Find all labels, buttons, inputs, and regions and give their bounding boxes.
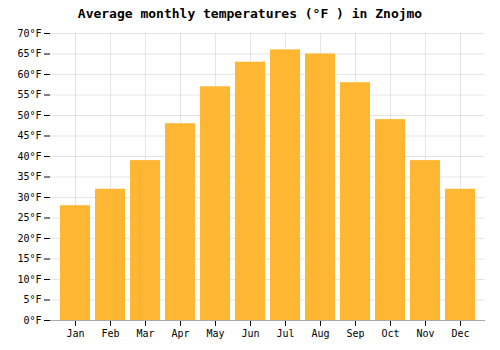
html-text:Average monthly temperatures (: Average monthly temperatures (°F ) in Zn… [77, 6, 423, 21]
svg-text:Feb: Feb [101, 328, 119, 339]
svg-text:Jul: Jul [276, 328, 294, 339]
svg-text:0°F: 0°F [23, 315, 41, 326]
svg-text:50°F: 50°F [17, 110, 41, 121]
svg-text:Jan: Jan [66, 328, 84, 339]
svg-text:15°F: 15°F [17, 253, 41, 264]
svg-text:70°F: 70°F [17, 28, 41, 39]
svg-text:Jun: Jun [241, 328, 259, 339]
svg-text:55°F: 55°F [17, 89, 41, 100]
svg-text:5°F: 5°F [23, 294, 41, 305]
svg-text:65°F: 65°F [17, 48, 41, 59]
svg-text:Aug: Aug [311, 328, 329, 339]
svg-text:May: May [206, 328, 224, 339]
svg-text:Oct: Oct [381, 328, 399, 339]
svg-text:10°F: 10°F [17, 274, 41, 285]
svg-text:Sep: Sep [346, 328, 364, 339]
svg-text:Dec: Dec [451, 328, 469, 339]
svg-text:30°F: 30°F [17, 192, 41, 203]
svg-text:60°F: 60°F [17, 69, 41, 80]
svg-text:45°F: 45°F [17, 130, 41, 141]
svg-text:25°F: 25°F [17, 212, 41, 223]
svg-text:35°F: 35°F [17, 171, 41, 182]
svg-text:Apr: Apr [171, 328, 189, 339]
svg-text:Mar: Mar [136, 328, 154, 339]
svg-text:40°F: 40°F [17, 151, 41, 162]
svg-text:20°F: 20°F [17, 233, 41, 244]
svg-text:Nov: Nov [416, 328, 434, 339]
